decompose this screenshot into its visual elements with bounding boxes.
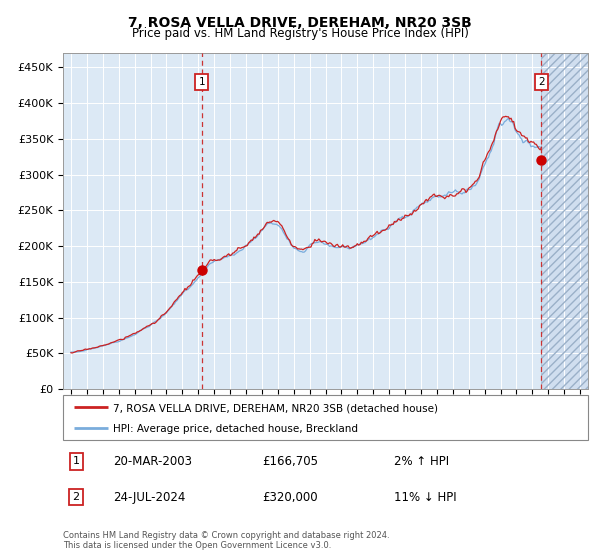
Text: 1: 1 — [73, 456, 80, 466]
Text: 7, ROSA VELLA DRIVE, DEREHAM, NR20 3SB (detached house): 7, ROSA VELLA DRIVE, DEREHAM, NR20 3SB (… — [113, 403, 438, 413]
Text: HPI: Average price, detached house, Breckland: HPI: Average price, detached house, Brec… — [113, 424, 358, 434]
Text: 2: 2 — [538, 77, 545, 87]
Text: £166,705: £166,705 — [263, 455, 319, 468]
Text: 2% ↑ HPI: 2% ↑ HPI — [394, 455, 449, 468]
Text: 11% ↓ HPI: 11% ↓ HPI — [394, 491, 457, 503]
Text: 2: 2 — [73, 492, 80, 502]
Text: £320,000: £320,000 — [263, 491, 318, 503]
FancyBboxPatch shape — [63, 395, 588, 440]
Text: Contains HM Land Registry data © Crown copyright and database right 2024.
This d: Contains HM Land Registry data © Crown c… — [63, 531, 389, 550]
Text: 20-MAR-2003: 20-MAR-2003 — [113, 455, 192, 468]
Text: 1: 1 — [199, 77, 205, 87]
Text: 24-JUL-2024: 24-JUL-2024 — [113, 491, 185, 503]
Text: Price paid vs. HM Land Registry's House Price Index (HPI): Price paid vs. HM Land Registry's House … — [131, 27, 469, 40]
Text: 7, ROSA VELLA DRIVE, DEREHAM, NR20 3SB: 7, ROSA VELLA DRIVE, DEREHAM, NR20 3SB — [128, 16, 472, 30]
